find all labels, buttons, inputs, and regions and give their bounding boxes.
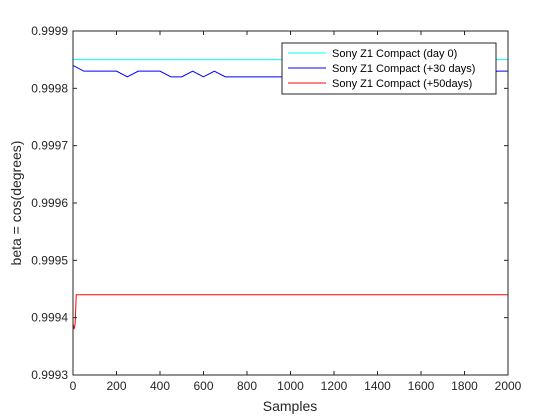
y-tick-label: 0.9994	[31, 311, 68, 325]
legend-label-2: Sony Z1 Compact (+30 days)	[332, 63, 475, 75]
y-tick-label: 0.9996	[31, 196, 68, 210]
legend-label-1: Sony Z1 Compact (day 0)	[332, 48, 457, 60]
x-tick-label: 200	[106, 379, 126, 393]
x-axis-label: Samples	[263, 398, 317, 414]
x-tick-label: 0	[70, 379, 77, 393]
x-tick-label: 1800	[451, 379, 478, 393]
y-tick-label: 0.9995	[31, 253, 68, 267]
legend-label-3: Sony Z1 Compact (+50days)	[332, 78, 472, 90]
y-tick-label: 0.9998	[31, 81, 68, 95]
y-tick-label: 0.9997	[31, 139, 68, 153]
x-tick-label: 1400	[364, 379, 391, 393]
x-tick-label: 1600	[408, 379, 435, 393]
x-tick-label: 600	[193, 379, 213, 393]
y-axis-label: beta = cos(degrees)	[8, 141, 24, 266]
y-tick-label: 0.9993	[31, 368, 68, 382]
x-tick-label: 400	[150, 379, 170, 393]
x-tick-label: 1000	[277, 379, 304, 393]
y-tick-label: 0.9999	[31, 24, 68, 38]
axes-layer: 0 200 400 600 800 1000 1200 1400 1600 1800 2000 0.9…	[31, 24, 521, 393]
x-tick-label: 2000	[495, 379, 522, 393]
legend: Sony Z1 Compact (day 0) Sony Z1 Compact (…	[281, 42, 497, 95]
series-line-3	[72, 294, 508, 330]
x-tick-label: 1200	[321, 379, 348, 393]
x-tick-label: 800	[237, 379, 257, 393]
